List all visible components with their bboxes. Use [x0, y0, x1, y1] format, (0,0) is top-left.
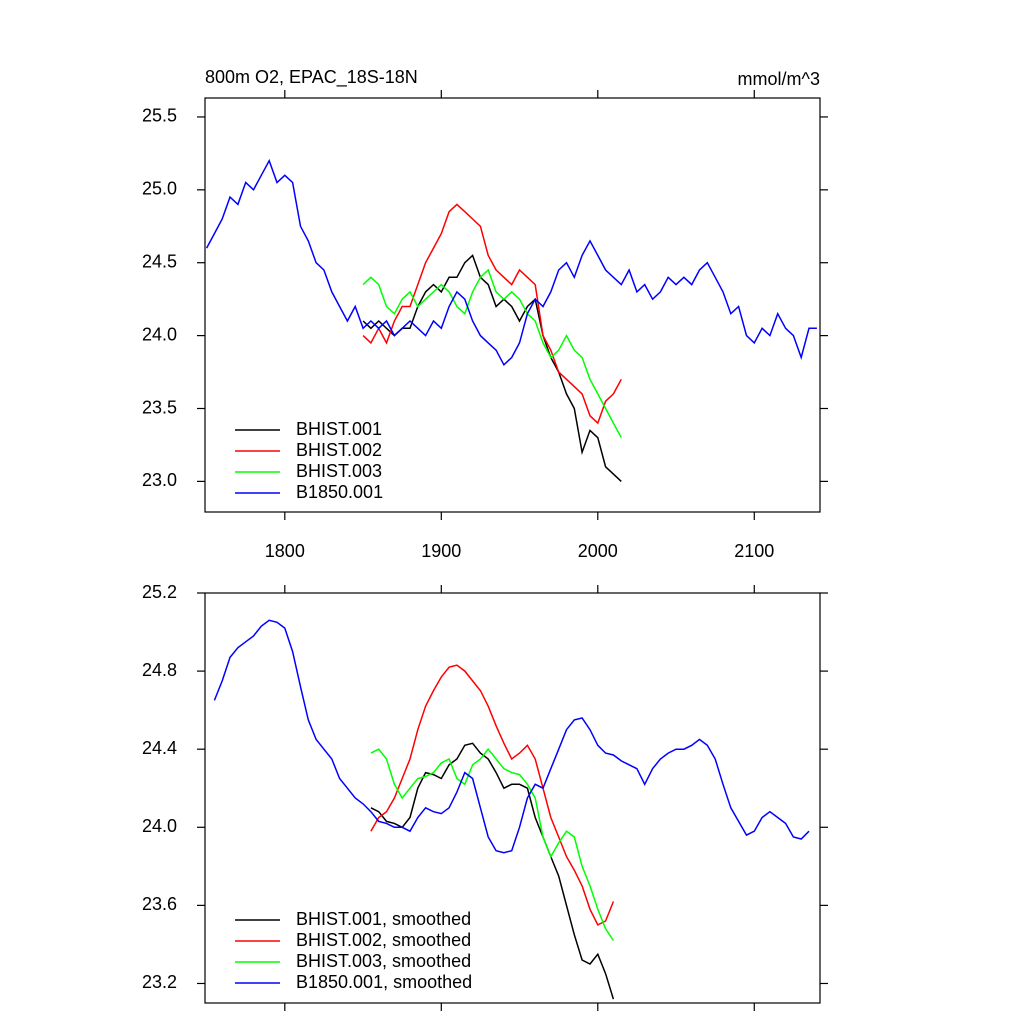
legend-label: BHIST.003: [296, 461, 382, 481]
x-tick-label: 2000: [578, 541, 618, 561]
y-tick-label: 23.0: [142, 470, 177, 490]
chart-title: 800m O2, EPAC_18S-18N: [205, 67, 418, 88]
y-tick-label: 24.0: [142, 816, 177, 836]
y-tick-label: 24.8: [142, 660, 177, 680]
data-line: [362, 268, 622, 439]
data-line: [362, 203, 622, 425]
y-tick-label: 23.5: [142, 397, 177, 417]
plot-frame: [204, 592, 821, 1004]
y-tick-label: 24.0: [142, 324, 177, 344]
y-tick-label: 24.5: [142, 251, 177, 271]
units-label: mmol/m^3: [738, 69, 820, 89]
y-tick-label: 23.6: [142, 894, 177, 914]
legend-label: B1850.001: [296, 482, 383, 502]
x-tick-label: 1900: [421, 541, 461, 561]
legend-label: B1850.001, smoothed: [296, 972, 472, 992]
legend-label: BHIST.003, smoothed: [296, 951, 471, 971]
y-tick-label: 23.2: [142, 972, 177, 992]
y-tick-label: 24.4: [142, 738, 177, 758]
legend-label: BHIST.001, smoothed: [296, 909, 471, 929]
data-line: [362, 254, 622, 482]
legend-label: BHIST.001: [296, 419, 382, 439]
x-tick-label: 2100: [734, 541, 774, 561]
x-tick-label: 1800: [265, 541, 305, 561]
data-line: [370, 742, 615, 1000]
plot-frame: [204, 97, 821, 513]
legend-label: BHIST.002: [296, 440, 382, 460]
y-tick-label: 25.2: [142, 582, 177, 602]
data-line: [370, 748, 615, 941]
data-line: [205, 158, 817, 367]
y-tick-label: 25.0: [142, 179, 177, 199]
legend-label: BHIST.002, smoothed: [296, 930, 471, 950]
data-line: [370, 664, 615, 926]
y-tick-label: 25.5: [142, 106, 177, 126]
data-line: [213, 619, 810, 854]
